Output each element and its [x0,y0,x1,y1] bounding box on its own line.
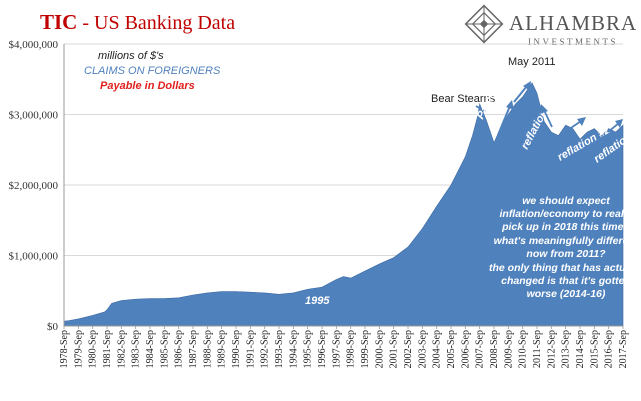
x-tick-label: 1979-Sep [73,330,84,368]
x-tick-label: 2008-Sep [489,330,500,368]
y-tick-label: $1,000,000 [9,251,59,263]
commentary-line-1: we should expect [522,195,610,207]
y-tick-label: $0 [47,321,59,333]
x-tick-label: 1983-Sep [131,330,142,368]
x-tick-label: 1994-Sep [288,330,299,368]
chart-title-main: TIC [40,10,77,34]
chart-title-rest: - US Banking Data [77,12,235,34]
x-tick-label: 1984-Sep [145,330,156,368]
subtitle-units: millions of $'s [98,50,164,62]
x-tick-label: 1978-Sep [59,330,70,368]
annotation-bear-stearns: Bear Stearns [431,93,496,105]
x-tick-label: 2016-Sep [604,330,615,368]
x-tick-label: 2004-Sep [432,330,443,368]
commentary-line-7: changed is that it's gotten [501,275,631,287]
subtitle-payable: Payable in Dollars [100,80,195,92]
x-tick-label: 1989-Sep [217,330,228,368]
x-tick-label: 1988-Sep [202,330,213,368]
x-tick-label: 1981-Sep [102,330,113,368]
x-tick-label: 1997-Sep [331,330,342,368]
x-tick-label: 2000-Sep [374,330,385,368]
axes [63,44,623,327]
x-tick-label: 2010-Sep [518,330,529,368]
x-tick-label: 1986-Sep [174,330,185,368]
may-2011-arrow [513,85,528,103]
x-tick-label: 1987-Sep [188,330,199,368]
logo-emblem-icon [464,4,504,44]
x-tick-label: 1993-Sep [274,330,285,368]
x-tick-label: 1996-Sep [317,330,328,368]
data-area [63,82,624,327]
annotation-1995: 1995 [305,295,330,307]
x-tick-label: 2001-Sep [389,330,400,368]
logo: ALHAMBRA INVESTMENTS [464,4,637,47]
y-tick-labels: $0 $1,000,000 $2,000,000 $3,000,000 $4,000,0… [9,39,59,333]
x-tick-label: 2007-Sep [475,330,486,368]
reflation-3-arrow [607,122,620,133]
logo-name: ALHAMBRA [509,11,637,35]
reflation-1-arrow [543,109,553,128]
x-tick-label: 1992-Sep [260,330,271,368]
commentary-line-5: now from 2011? [526,248,606,260]
x-tick-labels: 1978-Sep 1979-Sep 1980-Sep 1981-Sep 1982-Sep… [59,326,629,368]
x-tick-label: 1995-Sep [303,330,314,368]
annotation-may-2011: May 2011 [508,56,556,68]
panic-arrow-head [506,100,514,110]
may-2011-arrow-head [523,81,531,91]
x-tick-label: 1991-Sep [245,330,256,368]
x-tick-label: 2014-Sep [575,330,586,368]
x-tick-label: 2003-Sep [417,330,428,368]
x-tick-label: 1982-Sep [116,330,127,368]
commentary-line-3: pick up in 2018 this time? [501,221,630,233]
x-tick-label: 1998-Sep [346,330,357,368]
commentary-line-4: what's meaningfully different [494,235,639,247]
x-tick-label: 2005-Sep [446,330,457,368]
x-tick-label: 2009-Sep [503,330,514,368]
panic-arrow [497,105,511,136]
x-tick-label: 2013-Sep [561,330,572,368]
x-tick-label: 2006-Sep [460,330,471,368]
reflation-2-arrow-head [577,117,586,126]
reflation-2-arrow [567,120,582,131]
subtitle-series: CLAIMS ON FOREIGNERS [84,65,221,77]
commentary-line-8: worse (2014-16) [527,288,606,300]
logo-tagline: INVESTMENTS [528,37,618,47]
x-tick-label: 2015-Sep [589,330,600,368]
x-tick-label: 2002-Sep [403,330,414,368]
x-tick-label: 1990-Sep [231,330,242,368]
reflation-1-arrow-head [540,104,548,114]
x-tick-label: 2017-Sep [618,330,629,368]
commentary-line-2: inflation/economy to really [499,208,633,220]
y-tick-label: $4,000,000 [9,39,59,51]
y-tick-label: $2,000,000 [9,180,59,192]
y-tick-label: $3,000,000 [9,110,59,122]
commentary: we should expect inflation/economy to re… [489,195,641,300]
x-tick-label: 1999-Sep [360,330,371,368]
x-tick-label: 1980-Sep [88,330,99,368]
x-tick-label: 2012-Sep [546,330,557,368]
reflation-3-arrow-head [615,119,623,128]
x-tick-label: 1985-Sep [159,330,170,368]
commentary-line-6: the only thing that has actually [489,262,641,274]
chart-title: TIC - US Banking Data [40,10,235,34]
x-tick-label: 2011-Sep [532,330,543,368]
bear-stearns-arrow [475,105,487,113]
